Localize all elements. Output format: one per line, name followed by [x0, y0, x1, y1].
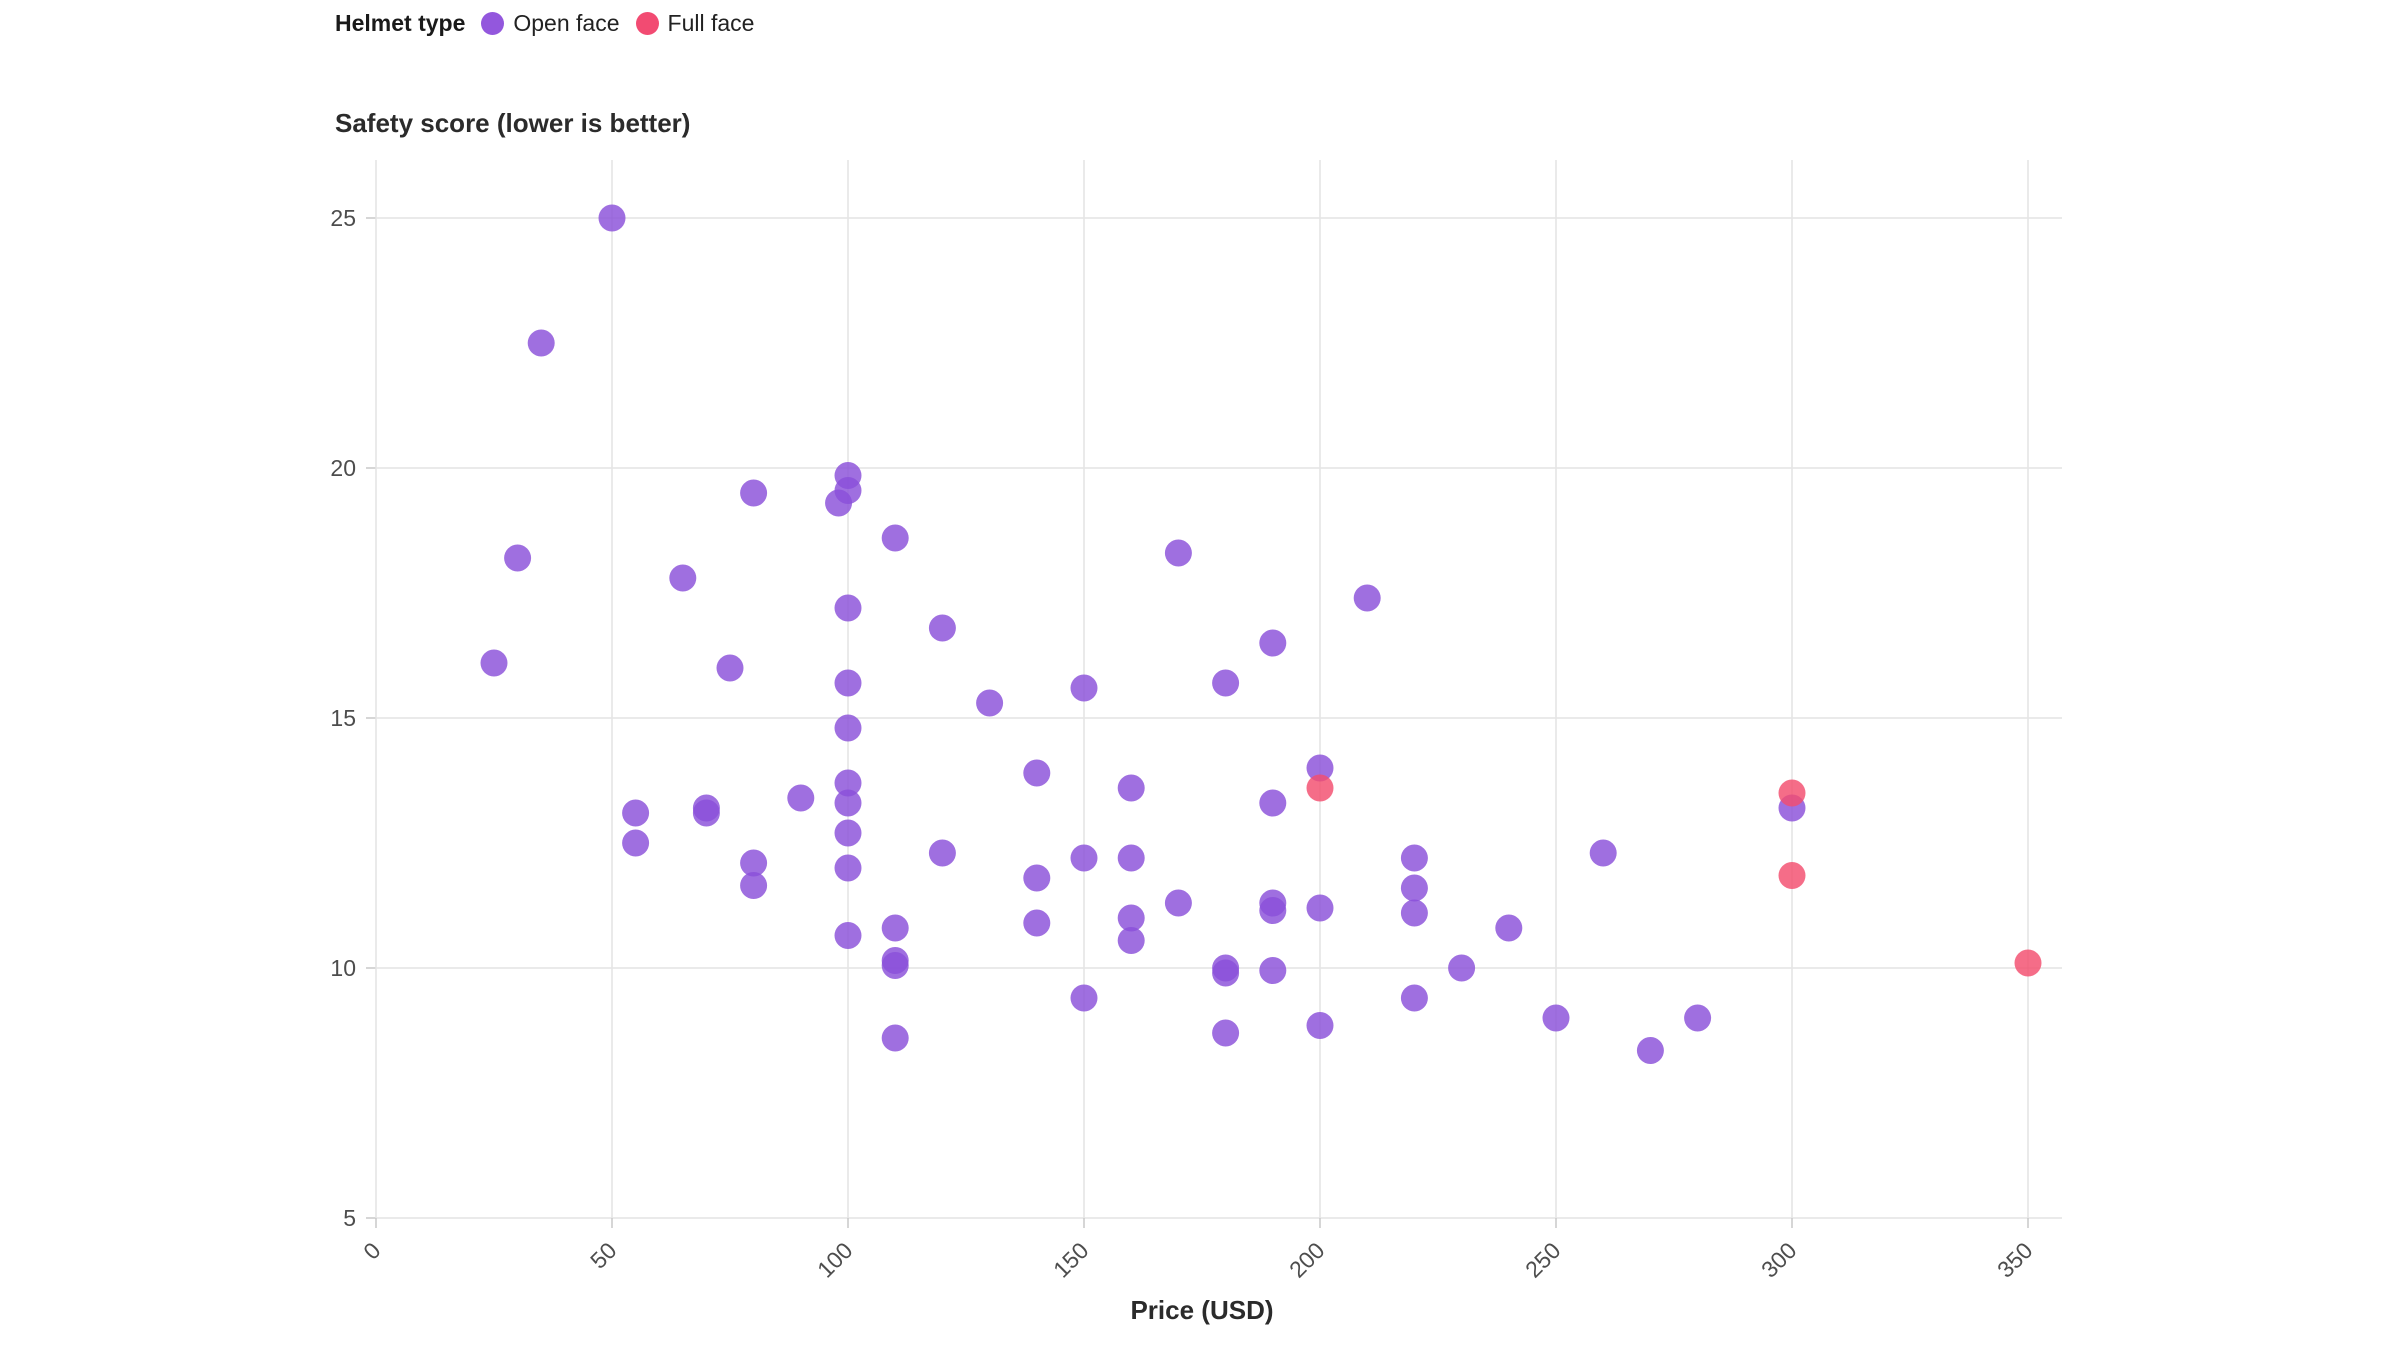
data-point-open-face — [527, 329, 555, 357]
data-point-open-face — [1023, 909, 1051, 937]
x-axis-title: Price (USD) — [1130, 1295, 1274, 1325]
data-point-open-face — [1353, 584, 1381, 612]
y-axis-title: Safety score (lower is better) — [335, 108, 691, 138]
data-point-open-face — [1400, 874, 1428, 902]
data-point-open-face — [1023, 759, 1051, 787]
x-tick-label: 50 — [585, 1237, 621, 1273]
data-point-open-face — [622, 829, 650, 857]
x-tick-label: 200 — [1284, 1237, 1330, 1283]
y-tick-label: 25 — [330, 205, 356, 231]
legend: Helmet type Open face Full face — [335, 10, 754, 37]
data-point-open-face — [1636, 1037, 1664, 1064]
data-point-open-face — [834, 854, 862, 882]
y-tick-label: 15 — [330, 705, 356, 731]
data-point-open-face — [1259, 897, 1287, 924]
data-point-open-face — [1070, 844, 1098, 872]
y-tick-label: 10 — [330, 955, 356, 981]
data-point-open-face — [881, 1024, 909, 1052]
data-point-open-face — [1495, 914, 1523, 942]
data-point-open-face — [622, 799, 650, 827]
full-face-swatch-icon — [635, 12, 659, 35]
data-point-open-face — [504, 544, 532, 572]
x-tick-label: 0 — [358, 1237, 385, 1264]
data-point-open-face — [1117, 927, 1145, 954]
data-point-open-face — [1306, 1012, 1334, 1039]
data-point-full-face — [1306, 774, 1334, 802]
data-point-open-face — [1684, 1004, 1712, 1032]
data-point-open-face — [834, 922, 862, 949]
data-point-open-face — [1259, 789, 1287, 817]
data-point-open-face — [834, 819, 862, 847]
data-point-full-face — [1778, 779, 1806, 807]
data-point-open-face — [1117, 774, 1145, 802]
data-point-open-face — [1306, 754, 1334, 782]
data-point-open-face — [1542, 1004, 1570, 1032]
data-point-open-face — [834, 769, 862, 797]
x-tick-label: 300 — [1756, 1237, 1802, 1283]
data-point-open-face — [716, 654, 744, 682]
data-point-open-face — [1400, 984, 1428, 1012]
data-point-open-face — [1259, 957, 1287, 984]
data-point-open-face — [834, 669, 862, 697]
data-point-open-face — [834, 477, 862, 504]
data-point-open-face — [1448, 954, 1476, 982]
data-point-open-face — [740, 479, 768, 507]
data-point-open-face — [480, 649, 508, 677]
data-point-open-face — [881, 524, 909, 552]
data-point-open-face — [598, 204, 626, 232]
y-tick-label: 5 — [343, 1205, 356, 1231]
data-point-open-face — [669, 564, 697, 592]
data-point-open-face — [834, 789, 862, 817]
x-tick-label: 350 — [1992, 1237, 2038, 1283]
data-point-open-face — [881, 952, 909, 979]
legend-item-label: Open face — [513, 10, 620, 36]
x-tick-label: 100 — [812, 1237, 858, 1283]
open-face-swatch-icon — [481, 12, 505, 35]
data-point-open-face — [1306, 894, 1334, 922]
data-point-open-face — [1117, 844, 1145, 872]
data-point-open-face — [1259, 629, 1287, 657]
data-point-full-face — [2014, 949, 2042, 977]
legend-item-full-face: Full face — [635, 10, 755, 37]
data-point-open-face — [1070, 984, 1098, 1012]
data-point-open-face — [1212, 1019, 1240, 1047]
legend-title: Helmet type — [335, 10, 466, 36]
data-point-open-face — [787, 784, 815, 812]
data-point-open-face — [1070, 674, 1098, 702]
data-point-open-face — [834, 714, 862, 742]
data-point-open-face — [1023, 864, 1051, 892]
data-point-open-face — [1589, 839, 1617, 867]
data-point-open-face — [740, 872, 768, 899]
data-point-open-face — [881, 914, 909, 942]
data-point-open-face — [928, 614, 956, 642]
data-point-open-face — [1164, 889, 1192, 917]
data-point-open-face — [1164, 539, 1192, 567]
data-point-open-face — [928, 839, 956, 867]
data-point-open-face — [1400, 899, 1428, 927]
data-point-open-face — [976, 689, 1004, 717]
x-tick-label: 250 — [1520, 1237, 1566, 1283]
legend-item-label: Full face — [667, 10, 755, 36]
data-point-open-face — [834, 594, 862, 622]
data-point-open-face — [1212, 959, 1240, 987]
data-point-open-face — [740, 849, 768, 877]
data-point-open-face — [1117, 904, 1145, 932]
legend-item-open-face: Open face — [481, 10, 620, 37]
x-tick-label: 150 — [1048, 1237, 1094, 1283]
data-point-open-face — [1400, 844, 1428, 872]
data-point-full-face — [1778, 862, 1806, 889]
data-point-open-face — [1212, 669, 1240, 697]
y-tick-label: 20 — [330, 455, 356, 481]
data-point-open-face — [692, 799, 720, 827]
